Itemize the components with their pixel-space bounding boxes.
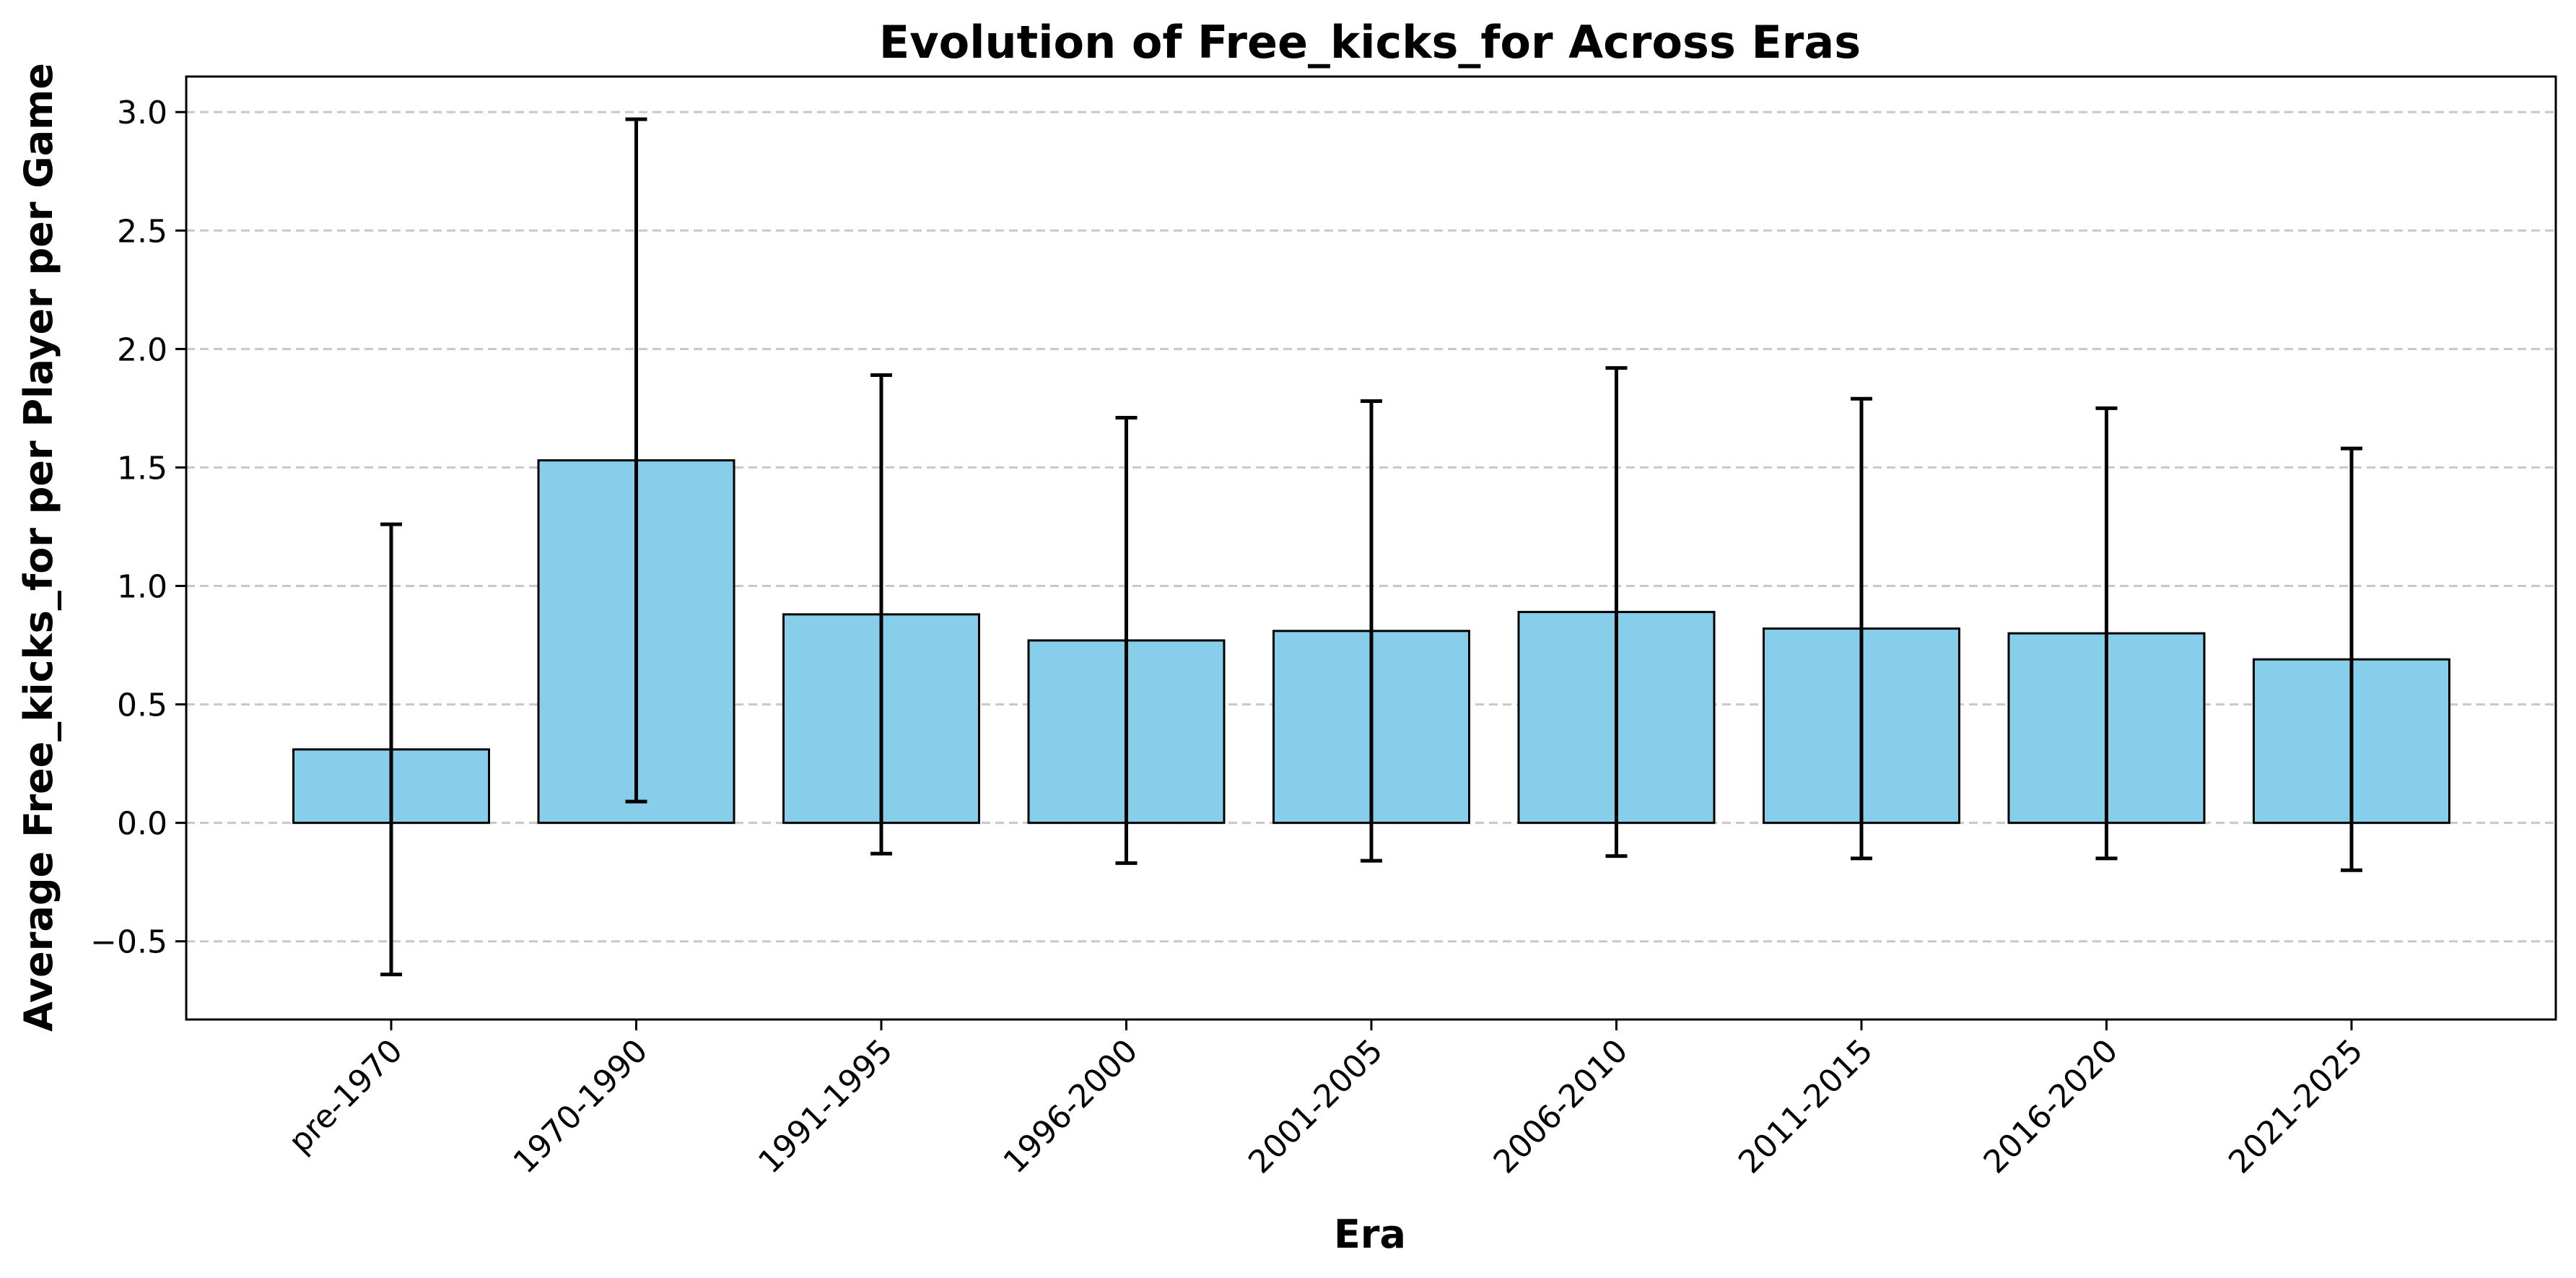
error-bar bbox=[380, 522, 402, 977]
y-tick-label: 1.5 bbox=[117, 450, 167, 487]
y-tick-label: 2.5 bbox=[117, 213, 167, 250]
y-tick-label: 3.0 bbox=[117, 95, 167, 131]
y-tick-label: −0.5 bbox=[90, 924, 167, 961]
error-bar bbox=[2341, 446, 2362, 872]
error-bar bbox=[1115, 416, 1138, 865]
error-bar bbox=[1605, 366, 1628, 858]
error-bar bbox=[1851, 396, 1872, 861]
x-tick-label: 1970-1990 bbox=[507, 1033, 655, 1181]
x-tick-label: 2021-2025 bbox=[2222, 1033, 2370, 1181]
y-tick-label: 2.0 bbox=[117, 331, 167, 368]
x-tick-label: 2001-2005 bbox=[1241, 1033, 1390, 1181]
x-tick-label: 1991-1995 bbox=[751, 1033, 900, 1181]
error-bar bbox=[870, 373, 892, 856]
y-tick-label: 0.0 bbox=[117, 806, 167, 843]
y-tick-label: 0.5 bbox=[117, 687, 167, 724]
x-axis-label: Era bbox=[1334, 1212, 1406, 1257]
x-tick-label: 2006-2010 bbox=[1487, 1033, 1636, 1181]
error-bar bbox=[625, 117, 647, 804]
error-bars bbox=[380, 117, 2362, 977]
x-tick-label: 2011-2015 bbox=[1732, 1033, 1880, 1181]
error-bar bbox=[2095, 406, 2118, 861]
y-axis-ticks: −0.5 0.0 0.5 1.0 1.5 2.0 2.5 3.0 bbox=[90, 95, 186, 961]
y-tick-label: 1.0 bbox=[117, 569, 167, 606]
x-tick-label: 1996-2000 bbox=[997, 1033, 1145, 1181]
x-tick-label: 2016-2020 bbox=[1977, 1033, 2126, 1181]
x-axis-ticks: pre-1970 1970-1990 1991-1995 1996-2000 2001-… bbox=[281, 1020, 2370, 1181]
y-axis-label: Average Free_kicks_for per Player per Ga… bbox=[16, 63, 61, 1032]
chart-title: Evolution of Free_kicks_for Across Eras bbox=[879, 16, 1861, 69]
error-bar bbox=[1361, 399, 1382, 863]
x-tick-label: pre-1970 bbox=[281, 1033, 409, 1160]
